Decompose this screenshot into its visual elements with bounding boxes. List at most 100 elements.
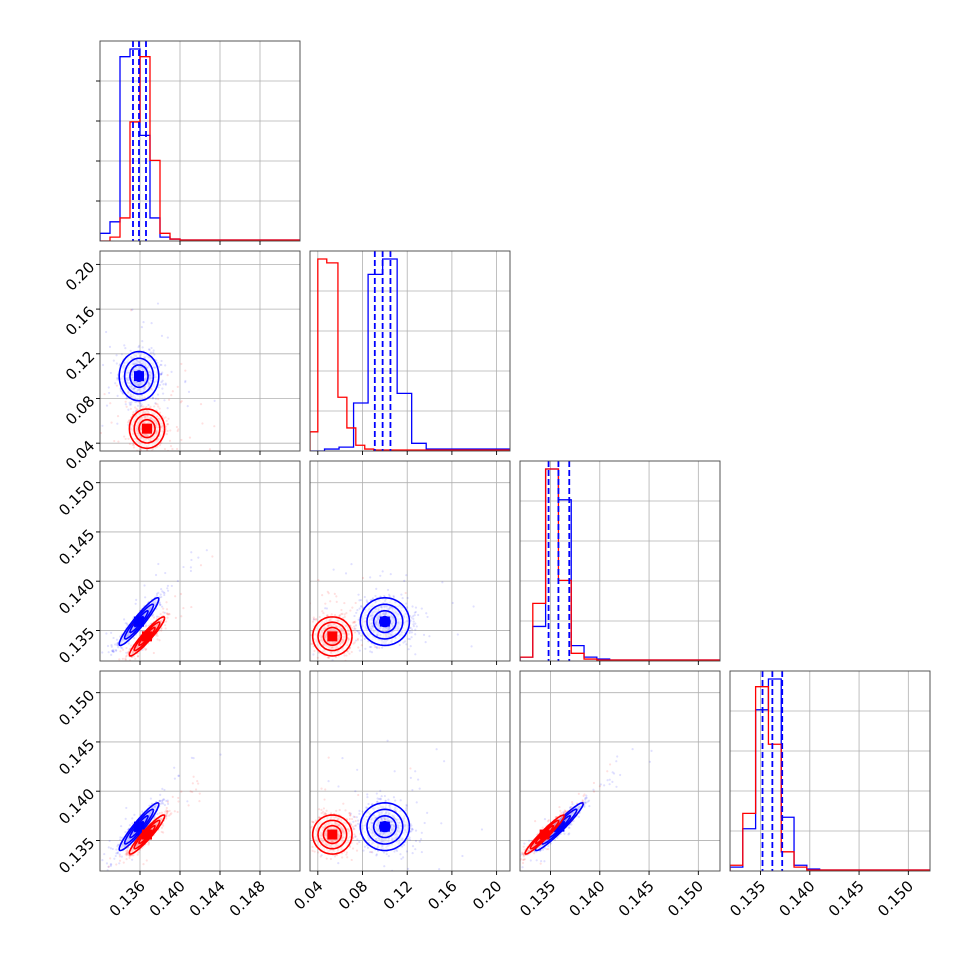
sample-point bbox=[374, 594, 377, 598]
sample-point bbox=[169, 444, 173, 448]
sample-point bbox=[163, 593, 166, 597]
sample-point bbox=[86, 682, 88, 684]
sample-point bbox=[136, 654, 140, 658]
sample-point bbox=[124, 400, 127, 403]
sample-point bbox=[164, 382, 167, 385]
sample-point bbox=[379, 595, 382, 598]
sample-point bbox=[170, 584, 173, 588]
sample-point bbox=[160, 587, 163, 591]
sample-point bbox=[357, 618, 360, 621]
sample-point bbox=[470, 645, 473, 648]
sample-point bbox=[171, 390, 174, 393]
panel-frame bbox=[99, 250, 301, 452]
sample-point bbox=[413, 611, 416, 614]
sample-point bbox=[123, 344, 126, 347]
sample-point bbox=[180, 362, 183, 366]
panel-1-0: 0.040.080.120.160.20 bbox=[62, 250, 301, 473]
y-tick-label: 0.135 bbox=[55, 624, 98, 667]
sample-point bbox=[131, 308, 134, 311]
sample-point bbox=[350, 562, 353, 566]
sample-point bbox=[358, 631, 361, 634]
sample-point bbox=[358, 607, 361, 610]
sample-point bbox=[162, 607, 165, 610]
sample-point bbox=[328, 656, 331, 659]
sample-point bbox=[341, 612, 344, 615]
sample-point bbox=[177, 428, 180, 431]
y-tick-label: 0.16 bbox=[62, 303, 98, 339]
sample-point bbox=[211, 555, 214, 558]
sample-point bbox=[160, 605, 164, 608]
sample-point bbox=[357, 593, 360, 596]
sample-point bbox=[140, 629, 143, 633]
sample-point bbox=[182, 565, 185, 569]
sample-point bbox=[166, 589, 170, 592]
sample-point bbox=[138, 344, 141, 347]
sample-point bbox=[165, 620, 168, 623]
sample-point bbox=[147, 348, 151, 351]
sample-point bbox=[328, 665, 330, 667]
sample-point bbox=[355, 611, 358, 614]
sample-point bbox=[179, 401, 182, 404]
sample-point bbox=[166, 407, 169, 410]
sample-point bbox=[137, 345, 140, 349]
sample-point bbox=[122, 618, 126, 621]
panel-content bbox=[310, 251, 510, 451]
sample-point bbox=[132, 446, 136, 449]
sample-point bbox=[158, 444, 161, 447]
sample-point bbox=[163, 592, 166, 595]
sample-point bbox=[171, 447, 174, 451]
y-tick-label: 0.145 bbox=[55, 526, 98, 569]
sample-point bbox=[134, 602, 137, 605]
sample-point bbox=[165, 608, 169, 611]
y-tick-label: 0.140 bbox=[55, 575, 98, 618]
sample-point bbox=[116, 378, 119, 381]
sample-point bbox=[162, 591, 165, 594]
sample-point bbox=[414, 633, 417, 636]
sample-point bbox=[114, 666, 116, 668]
sample-point bbox=[164, 571, 167, 575]
sample-point bbox=[422, 633, 426, 636]
histogram-step-1 bbox=[100, 56, 300, 241]
sample-point bbox=[184, 379, 187, 383]
sample-point bbox=[425, 612, 428, 615]
sample-point bbox=[161, 590, 164, 593]
sample-point bbox=[189, 569, 193, 573]
sample-point bbox=[324, 602, 327, 605]
panel-content bbox=[100, 302, 216, 455]
sample-point bbox=[161, 379, 164, 382]
sample-point bbox=[407, 648, 410, 651]
sample-point bbox=[387, 593, 391, 596]
sample-point bbox=[109, 402, 112, 405]
sample-point bbox=[163, 611, 166, 614]
density-contour-1 bbox=[138, 418, 156, 439]
sample-point bbox=[112, 648, 115, 651]
sample-point bbox=[118, 658, 121, 661]
sample-point bbox=[139, 449, 142, 451]
sample-point bbox=[155, 594, 158, 597]
sample-point bbox=[121, 647, 124, 650]
sample-point bbox=[153, 353, 156, 356]
sample-point bbox=[160, 381, 163, 384]
sample-point bbox=[321, 594, 324, 597]
sample-point bbox=[165, 433, 168, 436]
panel-frame bbox=[309, 250, 511, 452]
sample-point bbox=[126, 665, 128, 667]
sample-point bbox=[162, 383, 165, 386]
sample-point bbox=[132, 655, 135, 658]
sample-point bbox=[412, 617, 415, 620]
sample-point bbox=[363, 637, 366, 640]
panel-content bbox=[86, 549, 214, 684]
sample-point bbox=[127, 642, 130, 645]
sample-point bbox=[160, 372, 163, 375]
sample-point bbox=[157, 562, 160, 566]
sample-point bbox=[128, 442, 131, 446]
sample-point bbox=[159, 383, 162, 387]
sample-point bbox=[335, 600, 338, 603]
sample-point bbox=[186, 405, 189, 408]
sample-point bbox=[147, 453, 149, 455]
sample-point bbox=[312, 653, 315, 656]
sample-point bbox=[371, 597, 375, 600]
sample-point bbox=[411, 605, 414, 608]
